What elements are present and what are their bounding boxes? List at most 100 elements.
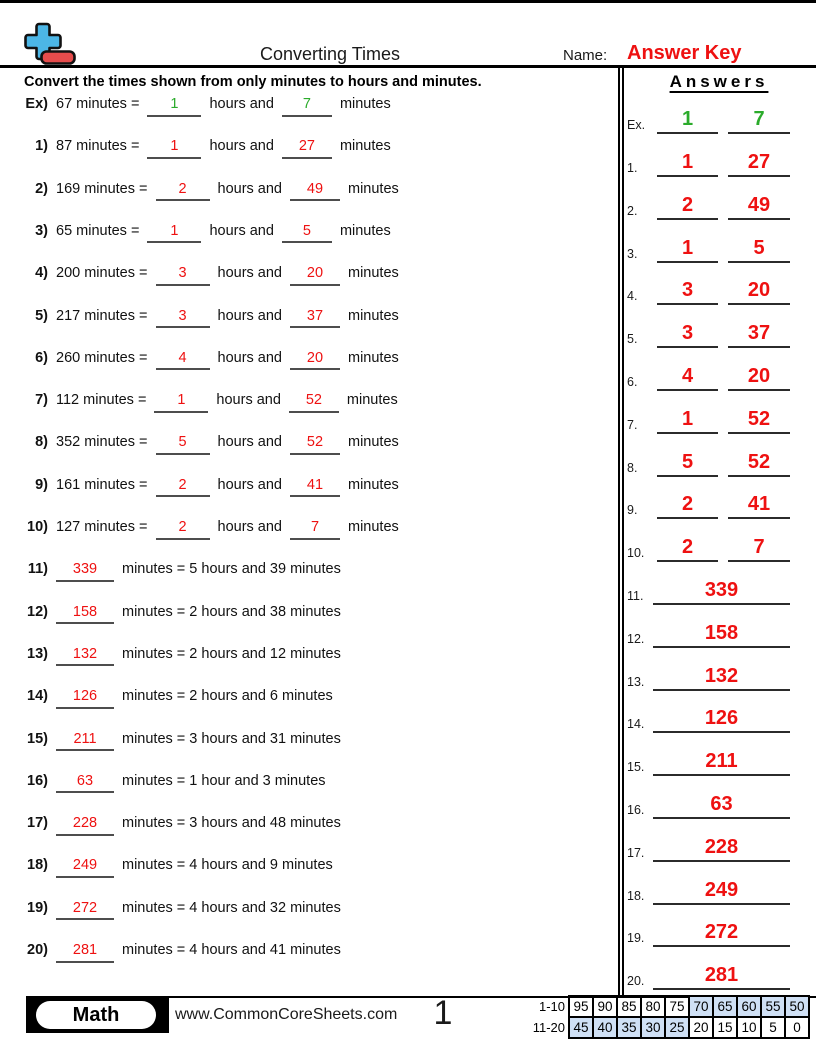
score-range-labels: 1-10 11-20 bbox=[505, 996, 565, 1038]
minutes-answer-blank: 20 bbox=[290, 266, 340, 286]
answer-row-label: 20. bbox=[627, 974, 645, 989]
score-cell: 65 bbox=[712, 995, 738, 1018]
question-text: 260 minutes = bbox=[56, 349, 148, 366]
page-top-border bbox=[0, 0, 816, 3]
question-number: 5) bbox=[35, 307, 48, 324]
question-number: 7) bbox=[35, 392, 48, 409]
question-text: minutes = 2 hours and 38 minutes bbox=[122, 603, 341, 620]
answer-value: 281 bbox=[653, 965, 790, 991]
score-cell: 85 bbox=[616, 995, 642, 1018]
question-text: minutes bbox=[348, 180, 399, 197]
score-cell: 55 bbox=[760, 995, 786, 1018]
plus-minus-logo-icon bbox=[24, 22, 78, 71]
question-row: 4) 200 minutes = 3 hours and 20 minutes bbox=[0, 265, 615, 286]
question-row: 10) 127 minutes = 2 hours and 7 minutes bbox=[0, 519, 615, 540]
question-text: hours and bbox=[217, 180, 283, 197]
hours-answer-blank: 2 bbox=[155, 478, 210, 498]
answers-row: 1. 1 27 bbox=[627, 143, 816, 177]
total-minutes-answer-blank: 281 bbox=[56, 943, 114, 963]
question-text: minutes bbox=[339, 138, 391, 155]
question-number: 4) bbox=[35, 265, 48, 282]
score-cell: 20 bbox=[688, 1016, 714, 1039]
minutes-answer-blank: 7 bbox=[290, 520, 340, 540]
total-minutes-answer-blank: 339 bbox=[56, 562, 114, 582]
answer-value: 20 bbox=[728, 280, 790, 306]
answer-value: 41 bbox=[728, 494, 790, 520]
question-row: 9) 161 minutes = 2 hours and 41 minutes bbox=[0, 477, 615, 498]
answers-column-divider bbox=[618, 68, 624, 996]
score-cell: 95 bbox=[568, 995, 594, 1018]
page-number: 1 bbox=[433, 994, 453, 1032]
answers-row: 15. 211 bbox=[627, 742, 816, 777]
subject-badge-label: Math bbox=[36, 1001, 156, 1029]
name-label: Name: bbox=[563, 47, 608, 64]
question-text: minutes bbox=[339, 222, 391, 239]
answers-row: 4. 3 20 bbox=[627, 271, 816, 306]
answer-row-label: 2. bbox=[627, 203, 638, 218]
question-row: 15) 211 minutes = 3 hours and 31 minutes bbox=[0, 730, 615, 751]
answer-key-label: Answer Key bbox=[627, 42, 742, 64]
question-number: 14) bbox=[27, 688, 48, 705]
question-number: 15) bbox=[27, 730, 48, 747]
score-grid: 95 90 85 80 75 70 65 60 55 50 45 40 35 30 25 20 15 10 5 0 bbox=[568, 995, 810, 1039]
score-cell: 45 bbox=[568, 1016, 594, 1039]
question-text: 169 minutes = bbox=[56, 180, 148, 197]
score-cell: 30 bbox=[640, 1016, 666, 1039]
footer-divider bbox=[26, 996, 816, 998]
question-row: 8) 352 minutes = 5 hours and 52 minutes bbox=[0, 434, 615, 455]
hours-answer-blank: 1 bbox=[154, 393, 209, 413]
hours-answer-blank: 3 bbox=[155, 266, 210, 286]
answer-row-label: 8. bbox=[627, 460, 638, 475]
hours-answer-blank: 1 bbox=[147, 97, 202, 117]
question-text: minutes bbox=[348, 434, 399, 451]
answer-value: 2 bbox=[657, 194, 718, 220]
question-text: 112 minutes = bbox=[56, 392, 147, 409]
question-number: 19) bbox=[27, 899, 48, 916]
question-text: 352 minutes = bbox=[56, 434, 148, 451]
question-text: hours and bbox=[217, 349, 283, 366]
answers-row: 3. 1 5 bbox=[627, 229, 816, 263]
instruction-text: Convert the times shown from only minute… bbox=[24, 74, 482, 90]
answer-value: 5 bbox=[728, 237, 790, 263]
question-number: 16) bbox=[27, 772, 48, 789]
total-minutes-answer-blank: 158 bbox=[56, 605, 114, 625]
answers-heading: Answers bbox=[669, 72, 769, 91]
answer-value: 52 bbox=[728, 408, 790, 434]
answer-value: 52 bbox=[728, 451, 790, 477]
answer-row-label: 17. bbox=[627, 845, 645, 860]
question-text: 87 minutes = bbox=[56, 138, 140, 155]
question-text: minutes bbox=[348, 265, 399, 282]
question-text: hours and bbox=[217, 265, 283, 282]
website-url: www.CommonCoreSheets.com bbox=[175, 1006, 398, 1023]
question-text: hours and bbox=[209, 96, 274, 112]
subject-badge: Math bbox=[26, 997, 169, 1033]
question-text: minutes = 2 hours and 6 minutes bbox=[122, 688, 333, 705]
answer-value: 3 bbox=[657, 323, 718, 349]
answer-value: 2 bbox=[657, 537, 718, 563]
minutes-answer-blank: 41 bbox=[290, 478, 340, 498]
hours-answer-blank: 1 bbox=[147, 224, 202, 244]
score-cell: 10 bbox=[736, 1016, 762, 1039]
question-row: 6) 260 minutes = 4 hours and 20 minutes bbox=[0, 350, 615, 371]
answers-row: 18. 249 bbox=[627, 871, 816, 905]
question-text: minutes = 3 hours and 31 minutes bbox=[122, 730, 341, 747]
answer-row-label: 10. bbox=[627, 546, 645, 561]
question-row: 20) 281 minutes = 4 hours and 41 minutes bbox=[0, 942, 615, 963]
answer-value: 132 bbox=[653, 665, 790, 691]
answer-value: 158 bbox=[653, 622, 790, 648]
question-text: minutes bbox=[348, 476, 399, 493]
minutes-answer-blank: 52 bbox=[288, 393, 339, 413]
answers-row: 10. 2 7 bbox=[627, 528, 816, 563]
question-number: 18) bbox=[27, 857, 48, 874]
total-minutes-answer-blank: 132 bbox=[56, 647, 114, 667]
question-row: 12) 158 minutes = 2 hours and 38 minutes bbox=[0, 604, 615, 625]
answers-row: 8. 5 52 bbox=[627, 443, 816, 477]
question-text: minutes bbox=[346, 392, 398, 409]
question-number: 17) bbox=[27, 815, 48, 832]
question-row: 2) 169 minutes = 2 hours and 49 minutes bbox=[0, 181, 615, 202]
score-cell: 80 bbox=[640, 995, 666, 1018]
question-row: 11) 339 minutes = 5 hours and 39 minutes bbox=[0, 561, 615, 582]
question-text: 217 minutes = bbox=[56, 307, 148, 324]
question-row: 1) 87 minutes = 1 hours and 27 minutes bbox=[0, 138, 615, 159]
answer-value: 5 bbox=[657, 451, 718, 477]
